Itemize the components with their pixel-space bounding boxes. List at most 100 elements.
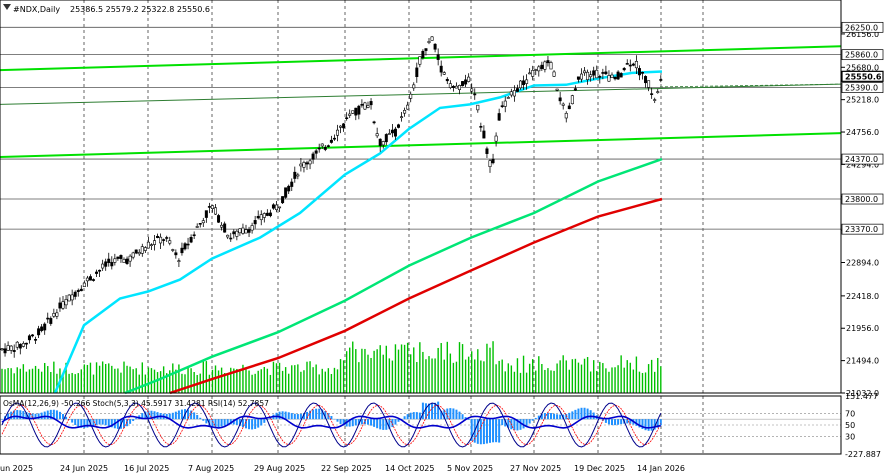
candle-body bbox=[113, 258, 117, 263]
osma-bar bbox=[653, 419, 656, 430]
ema-mid-line bbox=[124, 157, 663, 395]
candle-body bbox=[296, 174, 300, 177]
candle-body bbox=[406, 104, 410, 110]
osma-bar bbox=[211, 419, 214, 427]
osma-bar bbox=[580, 407, 583, 420]
osma-bar bbox=[153, 411, 156, 420]
candle-body bbox=[448, 83, 452, 88]
osma-bar bbox=[537, 415, 540, 420]
candle-body bbox=[52, 313, 56, 317]
candle-body bbox=[494, 135, 498, 142]
osma-bar bbox=[607, 419, 610, 425]
indicator-tick-label: -227.887 bbox=[845, 450, 881, 459]
osma-bar bbox=[132, 419, 135, 422]
osma-bar bbox=[641, 419, 644, 429]
osma-bar bbox=[461, 414, 464, 420]
osma-bar bbox=[467, 419, 470, 420]
osma-bar bbox=[312, 409, 315, 420]
candle-body bbox=[503, 100, 507, 107]
candle-body bbox=[58, 302, 62, 309]
candle-body bbox=[214, 207, 218, 215]
candle-body bbox=[515, 88, 519, 92]
osma-bar bbox=[406, 414, 409, 420]
osma-bar bbox=[391, 419, 394, 428]
osma-bar bbox=[238, 419, 241, 426]
candle-body bbox=[400, 116, 404, 118]
dropdown-arrow-icon[interactable] bbox=[3, 4, 11, 10]
candle-body bbox=[525, 79, 529, 84]
candle-body bbox=[143, 247, 147, 251]
candle-body bbox=[271, 204, 275, 209]
candle-body bbox=[592, 70, 596, 76]
candle-body bbox=[461, 81, 465, 87]
price-tick-label: 22418.0 bbox=[846, 292, 879, 301]
level-tag-label: 25550.6 bbox=[845, 72, 882, 81]
osma-bar bbox=[107, 419, 110, 427]
candle-body bbox=[482, 130, 486, 139]
candle-body bbox=[522, 80, 526, 86]
candle-body bbox=[637, 68, 641, 76]
osma-bar bbox=[385, 419, 388, 430]
candle-body bbox=[247, 229, 251, 233]
osma-bar bbox=[92, 419, 95, 426]
osma-bar bbox=[123, 419, 125, 428]
osma-bar bbox=[77, 419, 80, 427]
price-tick-label: 21032.0 bbox=[846, 389, 879, 398]
candle-body bbox=[631, 63, 635, 66]
candle-body bbox=[506, 97, 510, 99]
candle-body bbox=[146, 241, 150, 249]
candle-body bbox=[49, 318, 53, 324]
osma-bar bbox=[589, 410, 592, 420]
candle-body bbox=[189, 237, 193, 243]
candle-body bbox=[30, 334, 34, 337]
candle-body bbox=[55, 312, 59, 317]
osma-bar bbox=[40, 412, 43, 420]
candle-body bbox=[18, 343, 22, 349]
date-label: 29 Aug 2025 bbox=[254, 464, 305, 473]
osma-bar bbox=[16, 410, 19, 420]
candle-body bbox=[21, 343, 25, 347]
candle-body bbox=[409, 93, 413, 99]
candle-body bbox=[363, 102, 367, 110]
candle-body bbox=[104, 261, 108, 267]
osma-bar bbox=[367, 419, 369, 425]
candle-body bbox=[445, 78, 449, 82]
indicator-tick-label: 50 bbox=[845, 421, 855, 430]
osma-bar bbox=[71, 419, 74, 423]
osma-bar bbox=[476, 419, 479, 444]
osma-bar bbox=[214, 419, 217, 428]
osma-bar bbox=[208, 419, 211, 426]
osma-bar bbox=[470, 419, 473, 441]
candle-body bbox=[229, 237, 233, 240]
osma-bar bbox=[583, 407, 586, 420]
candle-body bbox=[82, 282, 86, 287]
date-label: 24 Jun 2025 bbox=[60, 464, 108, 473]
channel-line bbox=[0, 83, 842, 105]
candle-body bbox=[174, 252, 178, 256]
candle-body bbox=[485, 148, 489, 154]
osma-bar bbox=[135, 418, 138, 420]
candle-body bbox=[192, 234, 196, 237]
osma-bar bbox=[455, 409, 458, 420]
level-tag-box bbox=[841, 153, 884, 165]
osma-bar bbox=[604, 419, 607, 423]
candle-body bbox=[85, 277, 89, 282]
candle-body bbox=[9, 345, 13, 351]
osma-bar bbox=[37, 413, 40, 420]
osma-bar bbox=[333, 418, 336, 420]
osma-bar bbox=[397, 419, 400, 422]
candle-body bbox=[284, 187, 288, 198]
date-label: 5 Nov 2025 bbox=[447, 464, 493, 473]
candle-body bbox=[500, 105, 504, 107]
candle-body bbox=[570, 95, 574, 105]
osma-bar bbox=[296, 414, 299, 420]
osma-bar bbox=[98, 419, 101, 425]
price-tick-label: 25680.0 bbox=[846, 63, 879, 72]
osma-bar bbox=[446, 408, 449, 420]
osma-bar bbox=[306, 411, 308, 420]
candle-body bbox=[287, 185, 291, 192]
candle-body bbox=[326, 145, 330, 147]
ohlc-header: 25386.5 25579.2 25322.8 25550.6 bbox=[70, 5, 210, 14]
osma-bar bbox=[574, 409, 577, 420]
